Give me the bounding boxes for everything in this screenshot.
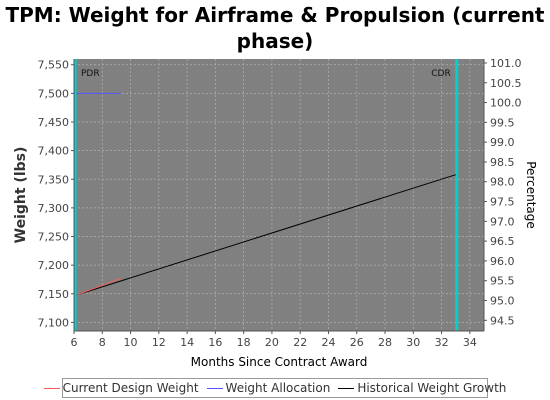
legend: Current Design Weight Weight Allocation … [62,378,488,398]
y2-tick-label: 99.0 [490,136,515,149]
x-axis-label: Months Since Contract Award [191,355,368,369]
y2-tick-label: 101.0 [490,57,522,70]
x-tick-label: 8 [99,336,106,349]
y2-tick-label: 95.5 [490,275,515,288]
x-tick-label: 14 [180,336,194,349]
x-tick-label: 10 [124,336,138,349]
x-tick-label: 34 [463,336,477,349]
x-tick-label: 26 [350,336,364,349]
y-tick-label: 7,200 [38,259,70,272]
milestone-line-cdr [455,59,458,331]
y2-tick-label: 100.5 [490,77,522,90]
legend-label-weight-allocation: Weight Allocation [226,381,331,395]
x-tick-label: 16 [208,336,222,349]
x-tick-label: 32 [435,336,449,349]
y2-tick-label: 94.5 [490,314,515,327]
y-tick-label: 7,250 [38,231,70,244]
y2-tick-label: 98.5 [490,156,515,169]
chart-svg: PDR CDR 6 8 10 12 14 16 18 20 22 24 26 28 30 32 34 7,10… [0,0,550,378]
legend-label-current-design-weight: Current Design Weight [63,381,199,395]
y2-tick-label: 100.0 [490,97,522,110]
x-tick-label: 30 [406,336,420,349]
x-tick-label: 24 [321,336,335,349]
legend-swatch-historical-weight-growth [338,388,354,389]
y-tick-label: 7,500 [38,87,70,100]
y2-tick-label: 99.5 [490,116,515,129]
legend-swatch-weight-allocation [207,388,223,389]
y2-tick-label: 95.0 [490,295,515,308]
y2-tick-label: 97.5 [490,196,515,209]
y-tick-label: 7,550 [38,59,70,72]
y2-axis-label: Percentage [524,161,538,229]
legend-label-historical-weight-growth: Historical Weight Growth [357,381,506,395]
y2-tick-label: 96.5 [490,235,515,248]
y2-tick-label: 97.0 [490,215,515,228]
plot-area [74,59,484,331]
y2-tick-label: 96.0 [490,255,515,268]
y-tick-label: 7,450 [38,116,70,129]
legend-item-historical-weight-growth: Historical Weight Growth [338,381,506,395]
y-tick-label: 7,350 [38,173,70,186]
y-tick-label: 7,300 [38,202,70,215]
legend-item-weight-allocation: Weight Allocation [207,381,331,395]
milestone-label-cdr: CDR [431,69,450,79]
y2-tick-label: 98.0 [490,176,515,189]
x-tick-label: 18 [237,336,251,349]
x-tick-label: 22 [293,336,307,349]
y-axis-right: 94.5 95.0 95.5 96.0 96.5 97.0 97.5 98.0 98.5 99.0… [484,57,522,331]
y-tick-label: 7,400 [38,145,70,158]
legend-swatch-current-design-weight [44,388,60,389]
y-tick-label: 7,150 [38,288,70,301]
y-axis-left: 7,100 7,150 7,200 7,250 7,300 7,350 7,400 7,450… [38,59,75,331]
x-axis: 6 8 10 12 14 16 18 20 22 24 26 28 30 32 34 [71,331,485,349]
y-tick-label: 7,100 [38,316,70,329]
y-axis-label: Weight (lbs) [13,147,29,244]
x-tick-label: 12 [152,336,166,349]
x-tick-label: 20 [265,336,279,349]
milestone-label-pdr: PDR [81,69,100,79]
x-tick-label: 6 [71,336,78,349]
x-tick-label: 28 [378,336,392,349]
legend-item-current-design-weight: Current Design Weight [44,381,199,395]
